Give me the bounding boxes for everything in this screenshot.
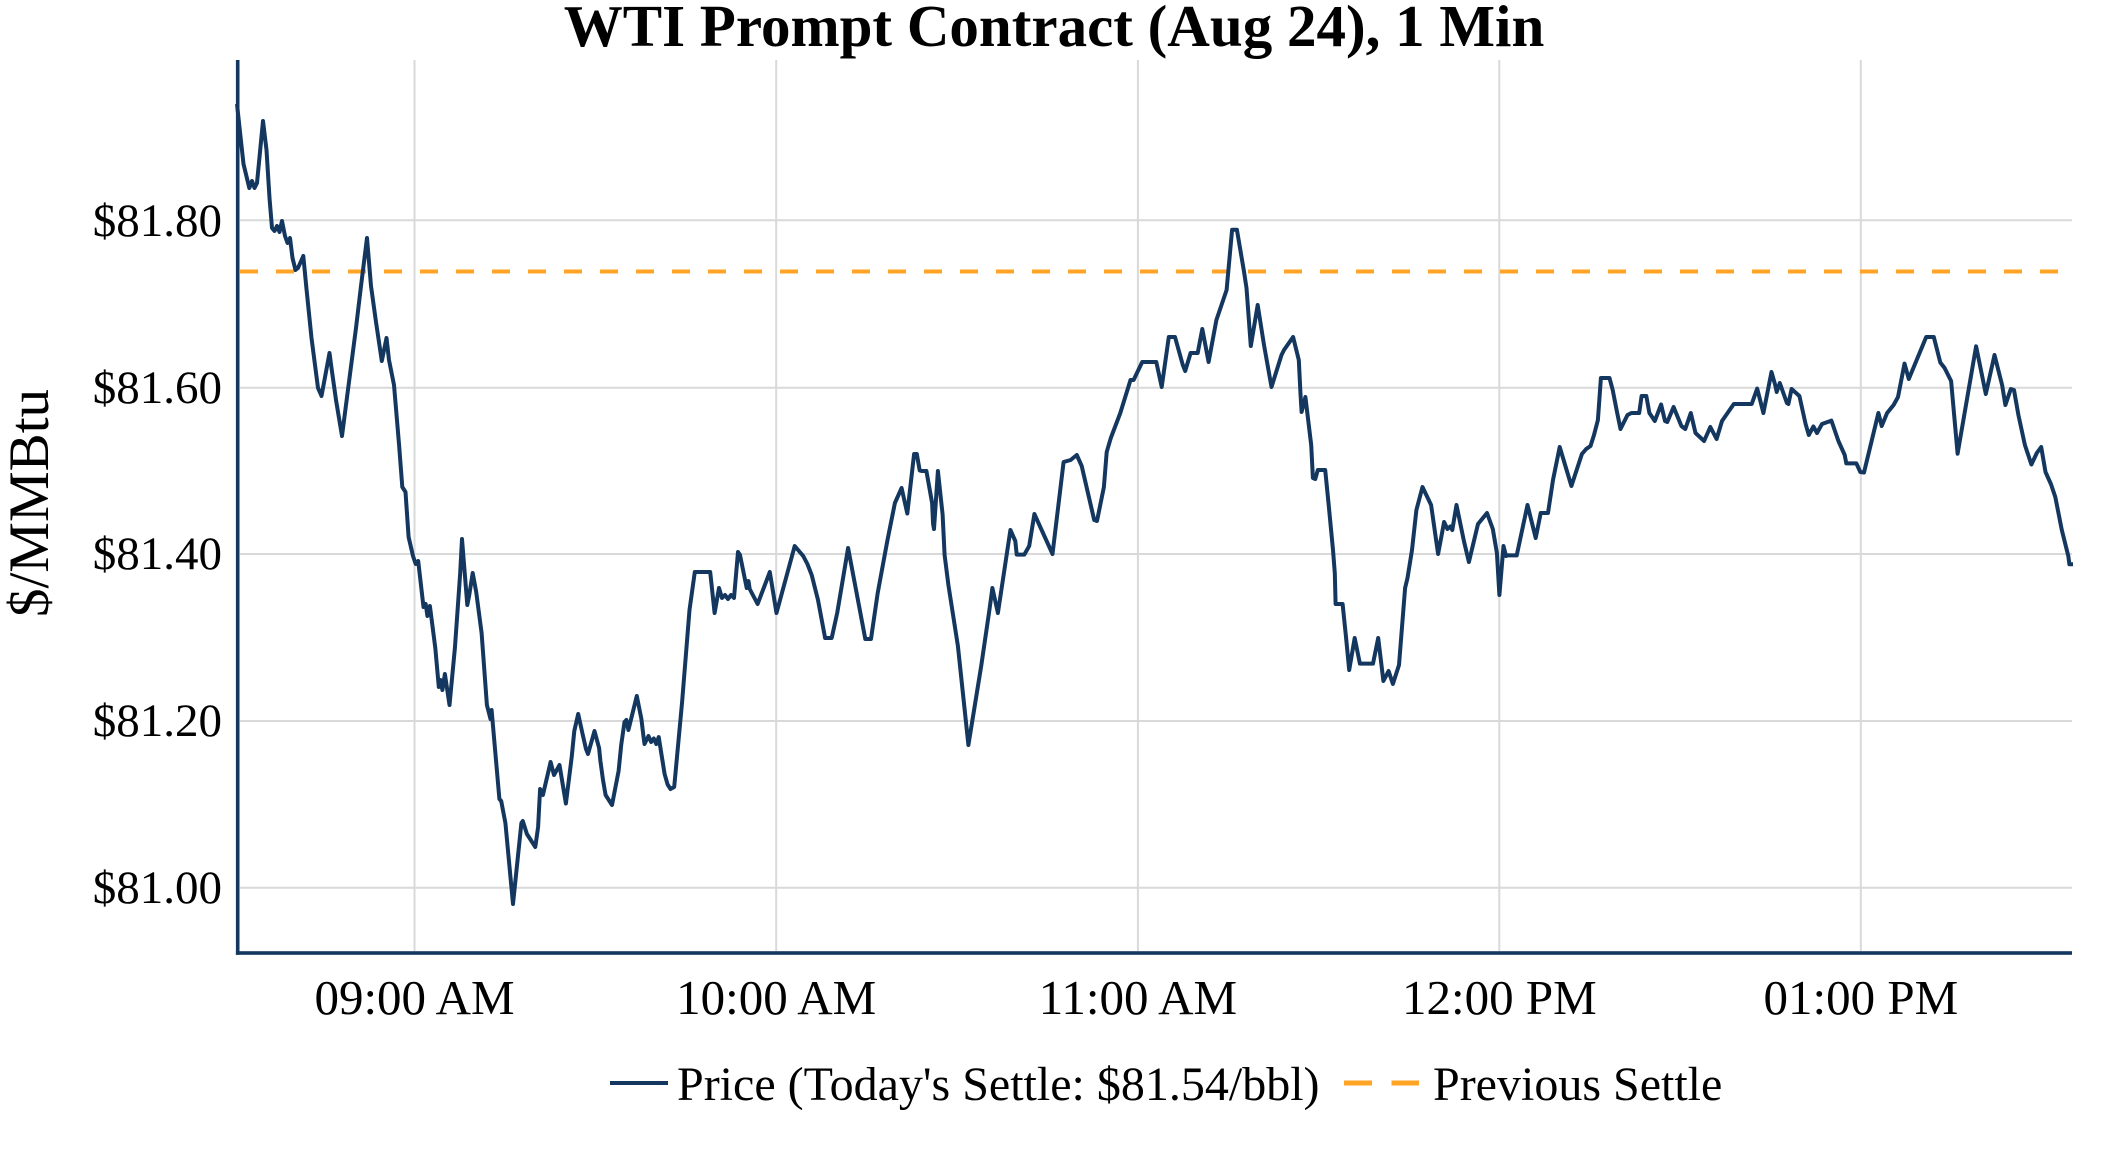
svg-text:$81.20: $81.20	[93, 695, 222, 747]
svg-text:10:00 AM: 10:00 AM	[676, 970, 876, 1025]
svg-text:$81.60: $81.60	[93, 362, 222, 414]
svg-text:$/MMBtu: $/MMBtu	[0, 389, 61, 617]
svg-text:$81.80: $81.80	[93, 195, 222, 247]
svg-text:Price (Today's Settle: $81.54/: Price (Today's Settle: $81.54/bbl)	[677, 1058, 1320, 1111]
svg-text:Previous Settle: Previous Settle	[1433, 1058, 1722, 1111]
svg-text:11:00 AM: 11:00 AM	[1039, 970, 1237, 1025]
svg-text:$81.00: $81.00	[93, 862, 222, 914]
svg-text:WTI Prompt Contract (Aug 24),: WTI Prompt Contract (Aug 24), 1 Min	[564, 0, 1545, 59]
svg-text:01:00 PM: 01:00 PM	[1763, 970, 1958, 1025]
svg-text:09:00 AM: 09:00 AM	[314, 970, 514, 1025]
svg-text:$81.40: $81.40	[93, 528, 222, 580]
svg-text:12:00 PM: 12:00 PM	[1402, 970, 1597, 1025]
